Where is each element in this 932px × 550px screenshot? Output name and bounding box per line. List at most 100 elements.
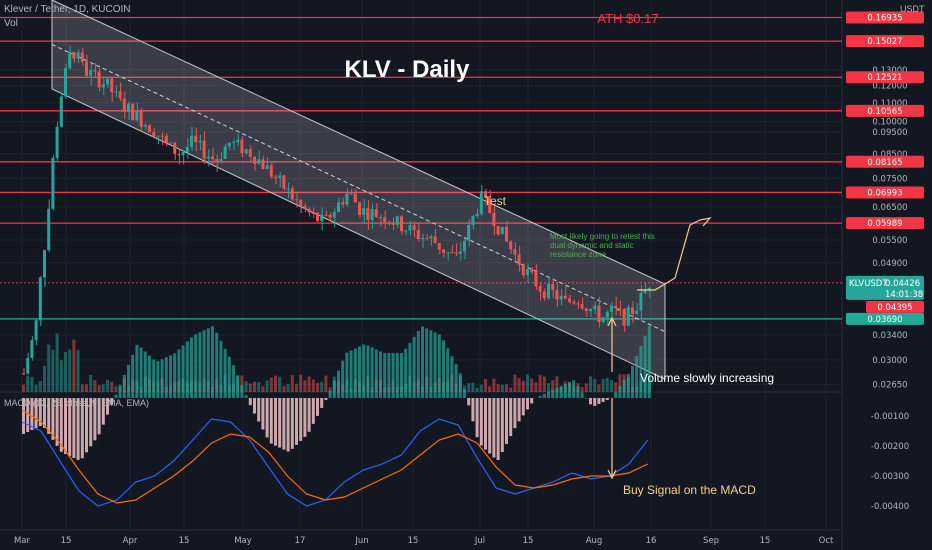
resistance-price-label: 0.08165 [867, 158, 902, 168]
candle-body [366, 208, 370, 220]
resistance-price-label: 0.10565 [867, 107, 902, 117]
macd-hist-bar [538, 395, 542, 398]
macd-hist-bar [362, 344, 366, 398]
macd-hist-bar [202, 330, 206, 398]
macd-hist-bar [219, 340, 223, 398]
candle-body [106, 78, 109, 85]
macd-hist-bar [320, 398, 324, 408]
macd-hist-bar [303, 398, 307, 437]
macd-hist-bar [240, 385, 244, 398]
volume-bar [484, 379, 487, 392]
volume-arrowhead [607, 316, 617, 327]
volume-bar [517, 378, 521, 392]
candle-body [349, 193, 353, 195]
price-tick-label: 0.03000 [872, 356, 907, 366]
volume-bar [248, 383, 252, 392]
price-tick-label: 0.10000 [872, 118, 907, 128]
volume-label: Vol [4, 18, 18, 29]
macd-hist-bar [215, 332, 219, 398]
candle-body [635, 310, 639, 314]
volume-bar [538, 374, 542, 392]
volume-bar [475, 387, 479, 392]
candle-body [605, 311, 609, 318]
candle-body [211, 156, 214, 160]
price-tick-label: 0.04900 [872, 259, 907, 269]
candle-body [227, 142, 231, 147]
candle-body [290, 188, 294, 200]
macd-hist-bar [148, 355, 151, 398]
resistance-price-tag [846, 186, 924, 199]
candle-body [265, 165, 269, 169]
currency-label: USDT [900, 4, 925, 14]
macd-hist-bar [530, 398, 534, 404]
volume-note: Volume slowly increasing [640, 371, 774, 385]
macd-hist-bar [114, 394, 118, 398]
candle-body [324, 214, 328, 216]
candle-body [139, 110, 143, 127]
candle-body [38, 277, 42, 321]
current-price-label: 0.04426 [885, 279, 920, 289]
candle-body [114, 91, 118, 93]
macd-hist-bar [463, 389, 466, 398]
macd-hist-bar [181, 345, 185, 398]
price-tick-label: 0.12000 [872, 82, 907, 92]
candle-body [547, 284, 550, 298]
macd-hist-bar [34, 398, 38, 429]
macd-hist-bar [387, 353, 391, 398]
candle-body [454, 252, 458, 254]
volume-bar [505, 384, 508, 392]
macd-hist-bar [416, 330, 420, 398]
candle-body [429, 236, 433, 239]
macd-hist-bar [30, 398, 34, 431]
volume-bar [110, 381, 114, 392]
macd-hist-bar [274, 398, 277, 446]
candle-body [97, 71, 101, 88]
candle-body [160, 135, 164, 137]
candle-body [563, 295, 567, 299]
candle-body [101, 84, 105, 88]
macd-hist-bar [366, 345, 370, 398]
macd-hist-bar [38, 398, 42, 427]
volume-bar [244, 381, 248, 392]
candle-body [219, 158, 223, 162]
candle-body [601, 317, 605, 323]
candle-body [458, 251, 462, 254]
macd-hist-bar [454, 364, 458, 398]
macd-hist-bar [517, 398, 521, 422]
time-tick-label: Apr [123, 536, 138, 546]
volume-bar [269, 377, 273, 392]
macd-hist-bar [269, 398, 273, 444]
candle-body [122, 98, 126, 112]
macd-hist-bar [26, 398, 30, 433]
macd-hist-bar [227, 356, 231, 398]
macd-hist-bar [412, 336, 416, 398]
macd-arrowhead [607, 469, 617, 480]
resistance-price-tag [846, 104, 924, 117]
macd-hist-bar [244, 395, 248, 398]
macd-hist-bar [635, 355, 639, 398]
candle-body [505, 226, 508, 242]
volume-bar [547, 383, 550, 392]
projection-arrow [637, 219, 701, 291]
channel-midline [51, 44, 666, 333]
candle-body [526, 269, 529, 276]
volume-bar [618, 374, 622, 392]
volume-bar [55, 333, 59, 392]
candle-body [488, 197, 492, 213]
candle-body [572, 302, 576, 304]
volume-bar [80, 384, 84, 392]
candle-body [597, 305, 601, 323]
retest-note: resistance zone [550, 250, 607, 259]
macd-hist-bar [122, 374, 126, 398]
macd-hist-bar [341, 360, 345, 398]
candle-body [282, 175, 286, 189]
macd-hist-bar [505, 398, 508, 445]
candle-body [500, 226, 504, 235]
price-tick-label: 0.13000 [872, 66, 907, 76]
macd-hist-bar [639, 345, 643, 398]
volume-bar [290, 375, 294, 392]
candle-body [253, 156, 256, 164]
candle-body [274, 176, 277, 178]
macd-hist-bar [143, 351, 147, 398]
